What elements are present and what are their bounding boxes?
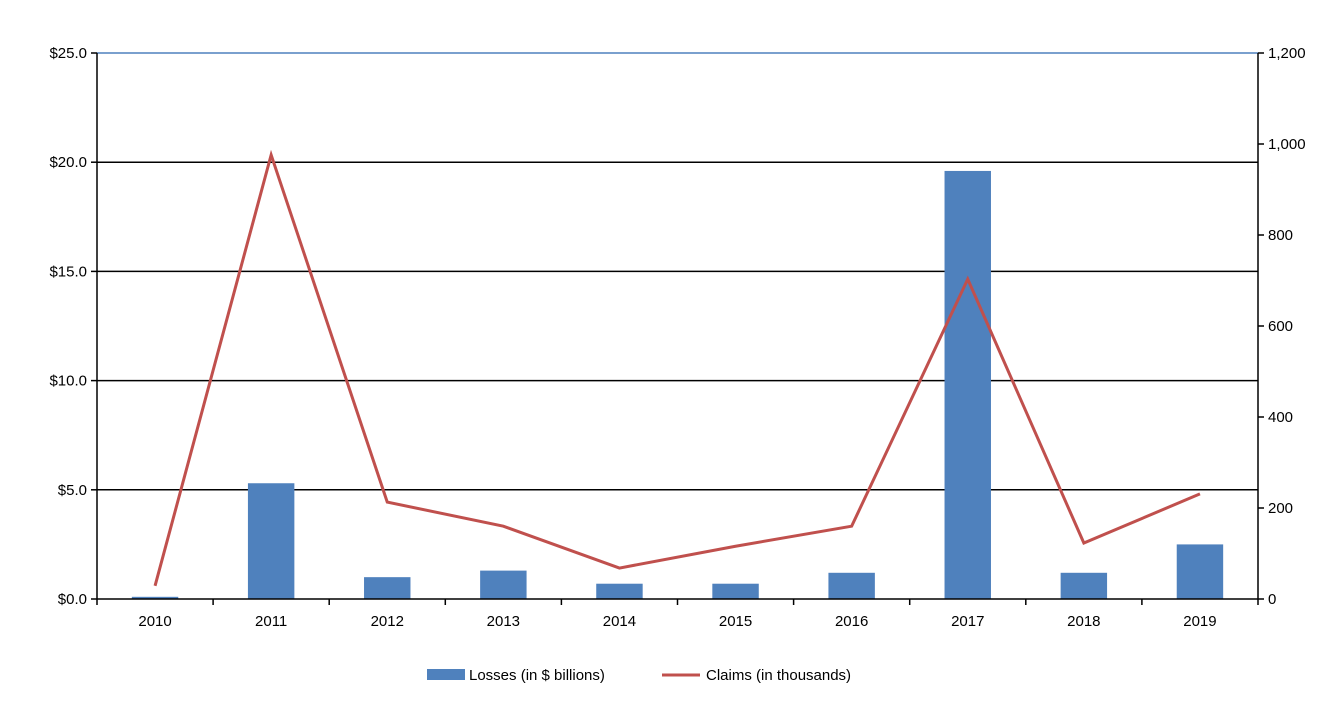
claims-line	[155, 155, 1200, 586]
legend-label-claims: Claims (in thousands)	[706, 667, 851, 684]
left-tick-label: $20.0	[49, 154, 87, 171]
right-tick-label: 200	[1268, 500, 1293, 517]
bar	[1061, 573, 1107, 599]
x-tick-label: 2014	[603, 613, 636, 630]
bar	[945, 171, 991, 599]
x-tick-label: 2010	[138, 613, 171, 630]
bar	[364, 577, 410, 599]
x-tick-label: 2019	[1183, 613, 1216, 630]
right-tick-label: 400	[1268, 409, 1293, 426]
left-tick-label: $0.0	[58, 591, 87, 608]
legend-label-losses: Losses (in $ billions)	[469, 667, 605, 684]
right-tick-label: 1,000	[1268, 136, 1306, 153]
x-tick-label: 2016	[835, 613, 868, 630]
right-tick-label: 0	[1268, 591, 1276, 608]
left-tick-label: $5.0	[58, 482, 87, 499]
bar	[828, 573, 874, 599]
legend-swatch-losses	[427, 669, 465, 680]
bar	[248, 483, 294, 599]
bar	[712, 584, 758, 599]
x-tick-label: 2015	[719, 613, 752, 630]
bar	[596, 584, 642, 599]
left-tick-label: $15.0	[49, 263, 87, 280]
x-tick-label: 2013	[487, 613, 520, 630]
x-tick-label: 2011	[255, 613, 287, 630]
x-tick-label: 2018	[1067, 613, 1100, 630]
x-tick-label: 2017	[951, 613, 984, 630]
left-tick-label: $10.0	[49, 373, 87, 390]
bar	[1177, 544, 1223, 599]
right-tick-label: 800	[1268, 227, 1293, 244]
right-tick-label: 1,200	[1268, 45, 1306, 62]
x-tick-label: 2012	[371, 613, 404, 630]
bar	[480, 571, 526, 599]
right-tick-label: 600	[1268, 318, 1293, 335]
left-tick-label: $25.0	[49, 45, 87, 62]
